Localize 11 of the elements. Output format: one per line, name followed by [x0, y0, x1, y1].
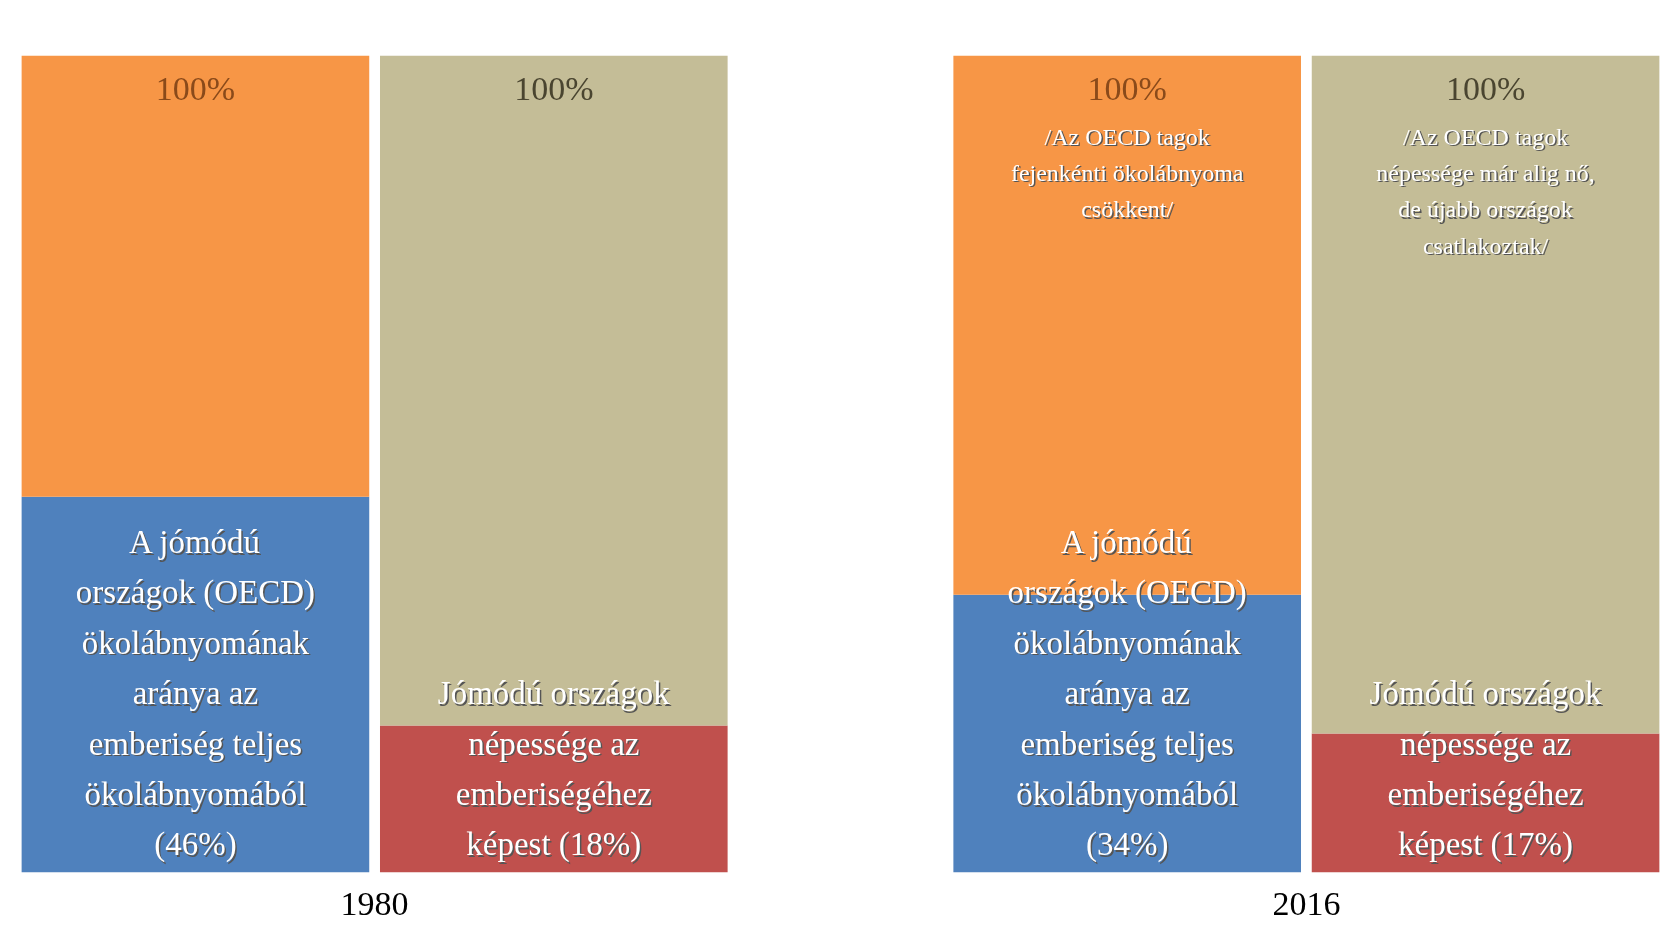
data-label: Jómódú országok népessége az emberiségéhez képest (18%)	[437, 675, 671, 864]
total-label: 100%	[1445, 69, 1526, 107]
data-label: Jómódú országok népessége az emberiségéhez képest (17%)	[1369, 675, 1603, 864]
text: 1980	[340, 884, 409, 922]
data-label: /Az OECD tagok népessége már alig nő, de újabb országok csatlakoztak/	[1376, 123, 1595, 259]
text: 2016	[1272, 884, 1341, 922]
data-label: A jómódú országok (OECD) ökolábnyomának aránya az emberiség teljes ökolábnyomából (46%)	[75, 524, 316, 864]
total-label: 100%	[514, 69, 594, 107]
total-label: 100%	[1087, 69, 1167, 107]
data-label: /Az OECD tagok fejenkénti ökolábnyoma csökkent/	[1010, 123, 1244, 223]
total-label: 100%	[155, 69, 236, 107]
